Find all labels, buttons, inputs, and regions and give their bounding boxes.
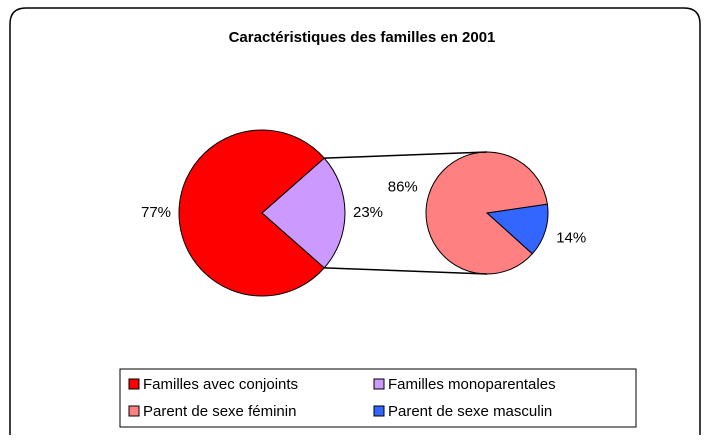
chart-title: Caractéristiques des familles en 2001	[229, 29, 496, 46]
legend-swatch	[373, 378, 385, 390]
legend-swatch	[128, 405, 140, 417]
connector-line	[324, 267, 488, 275]
legend-label: Familles monoparentales	[388, 376, 556, 393]
data-label: 86%	[388, 179, 418, 196]
legend-label: Familles avec conjoints	[143, 376, 298, 393]
pie-slice	[261, 157, 346, 269]
connector-line	[324, 151, 488, 159]
pie-slice	[425, 151, 548, 275]
legend-swatch	[128, 378, 140, 390]
legend-swatch	[373, 405, 385, 417]
legend-label: Parent de sexe féminin	[143, 403, 296, 420]
data-label: 77%	[141, 204, 171, 221]
legend-label: Parent de sexe masculin	[388, 403, 552, 420]
data-label: 14%	[556, 229, 586, 246]
chart-frame	[9, 7, 701, 435]
data-label: 23%	[353, 204, 383, 221]
pie-slice	[178, 129, 325, 297]
pie-slice	[485, 203, 549, 255]
